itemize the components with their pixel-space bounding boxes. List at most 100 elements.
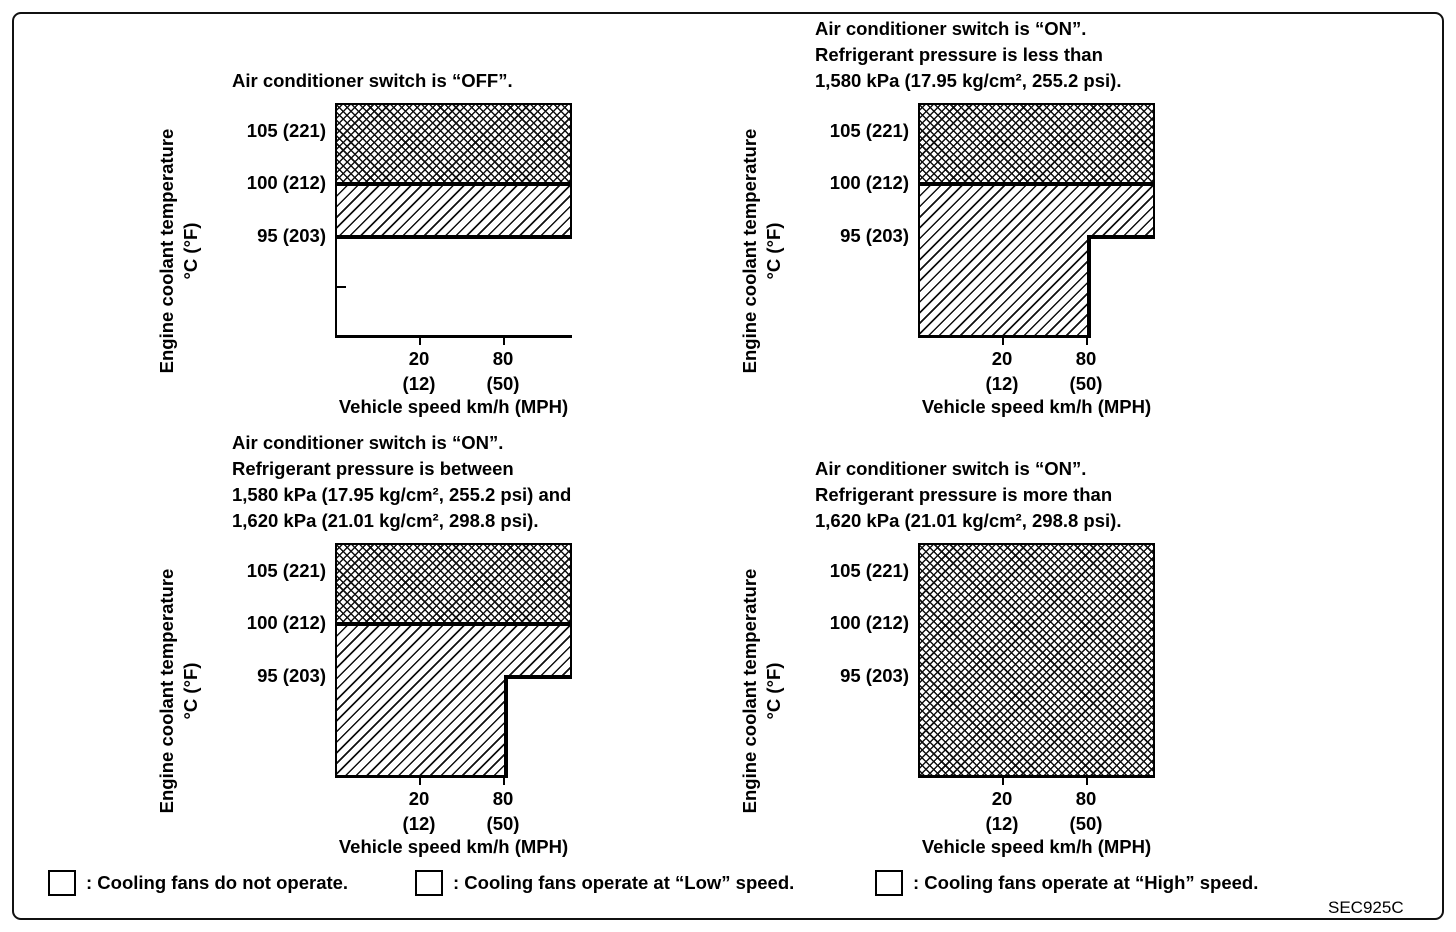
y-tick-mark-90 — [335, 286, 346, 288]
boundary-line-95-step — [504, 675, 572, 679]
y-axis-title: Engine coolant temperature °C (°F) — [738, 541, 788, 841]
y-tick-label-105: 105 (221) — [246, 560, 326, 581]
x-tick-kmh: 20 — [408, 348, 430, 369]
plot-right-edge — [570, 543, 572, 679]
y-tick-label-100: 100 (212) — [246, 612, 326, 633]
region-fans-high-speed — [335, 543, 572, 622]
x-axis-line — [918, 335, 1091, 338]
x-tick-mph: (12) — [402, 373, 436, 394]
chart-title: Air conditioner switch is “OFF”. — [232, 68, 692, 94]
legend-swatch-high-speed — [875, 870, 903, 896]
chart-title-line: 1,580 kPa (17.95 kg/cm², 255.2 psi). — [815, 70, 1122, 91]
x-tick-label-20: 20 (12) — [387, 786, 451, 836]
x-tick-mark-80 — [503, 338, 505, 345]
chart-ac-on-low-pressure: Air conditioner switch is “ON”. Refriger… — [739, 18, 1155, 417]
region-fans-low-speed — [918, 186, 1155, 338]
legend-item-fans-off: : Cooling fans do not operate. — [48, 869, 348, 897]
legend-label-fans-low: : Cooling fans operate at “Low” speed. — [453, 872, 795, 893]
legend-item-fans-high: : Cooling fans operate at “High” speed. — [875, 869, 1258, 897]
y-tick-label-100: 100 (212) — [829, 612, 909, 633]
legend-item-fans-low: : Cooling fans operate at “Low” speed. — [415, 869, 794, 897]
chart-title: Air conditioner switch is “ON”. Refriger… — [815, 456, 1275, 534]
x-tick-mark-20 — [1002, 778, 1004, 785]
plot-top-edge — [335, 543, 572, 545]
y-axis-line — [918, 543, 920, 778]
x-tick-mph: (12) — [985, 813, 1019, 834]
chart-title: Air conditioner switch is “ON”. Refriger… — [815, 16, 1275, 94]
y-tick-label-95: 95 (203) — [840, 225, 909, 246]
x-tick-kmh: 20 — [991, 788, 1013, 809]
x-tick-kmh: 80 — [1075, 348, 1097, 369]
x-tick-mph: (12) — [985, 373, 1019, 394]
plot-right-edge — [1153, 543, 1155, 778]
chart-title-line: Refrigerant pressure is between — [232, 458, 514, 479]
x-tick-mph: (12) — [402, 813, 436, 834]
boundary-line-100 — [335, 622, 572, 626]
y-axis-title: Engine coolant temperature °C (°F) — [738, 101, 788, 401]
x-axis-title: Vehicle speed km/h (MPH) — [338, 836, 569, 857]
x-tick-label-20: 20 (12) — [387, 346, 451, 396]
y-tick-label-100: 100 (212) — [246, 172, 326, 193]
chart-title-line: Air conditioner switch is “ON”. — [232, 432, 504, 453]
y-axis-title-line1: Engine coolant temperature — [156, 128, 177, 374]
x-tick-label-80: 80 (50) — [471, 786, 535, 836]
y-axis-title-line2: °C (°F) — [180, 222, 201, 280]
boundary-line-100 — [918, 182, 1155, 186]
x-tick-mph: (50) — [486, 373, 520, 394]
chart-ac-off: Air conditioner switch is “OFF”. Engine … — [156, 70, 572, 417]
x-axis-line — [918, 775, 1155, 778]
y-axis-title-line1: Engine coolant temperature — [156, 568, 177, 814]
x-tick-kmh: 20 — [991, 348, 1013, 369]
y-axis-line — [335, 103, 337, 338]
x-tick-mark-20 — [1002, 338, 1004, 345]
plot-top-edge — [918, 543, 1155, 545]
boundary-line-100 — [335, 182, 572, 186]
x-tick-mark-80 — [1086, 778, 1088, 785]
region-fans-high-speed — [918, 543, 1155, 778]
boundary-line-95 — [335, 235, 572, 239]
plot-right-edge — [570, 103, 572, 239]
x-tick-mark-20 — [419, 338, 421, 345]
plot-top-edge — [918, 103, 1155, 105]
x-tick-label-20: 20 (12) — [970, 786, 1034, 836]
x-axis-title: Vehicle speed km/h (MPH) — [921, 396, 1152, 417]
chart-title-line: Air conditioner switch is “OFF”. — [232, 70, 513, 91]
legend-swatch-no-operate — [48, 870, 76, 896]
y-tick-label-105: 105 (221) — [829, 560, 909, 581]
legend-label-fans-high: : Cooling fans operate at “High” speed. — [913, 872, 1259, 893]
region-fans-low-speed — [335, 186, 572, 235]
figure-code: SEC925C — [1328, 898, 1404, 917]
y-tick-label-95: 95 (203) — [840, 665, 909, 686]
figure-border — [12, 12, 1444, 920]
y-axis-title-line1: Engine coolant temperature — [739, 128, 760, 374]
x-tick-mark-80 — [1086, 338, 1088, 345]
region-fans-low-speed — [335, 626, 572, 778]
plot-area — [335, 103, 572, 345]
x-tick-label-80: 80 (50) — [1054, 346, 1118, 396]
x-axis-line — [335, 335, 572, 338]
legend-label-fans-off: : Cooling fans do not operate. — [86, 872, 349, 893]
chart-title-line: Refrigerant pressure is less than — [815, 44, 1103, 65]
y-tick-label-105: 105 (221) — [246, 120, 326, 141]
chart-title-line: 1,620 kPa (21.01 kg/cm², 298.8 psi). — [232, 510, 539, 531]
x-axis-title: Vehicle speed km/h (MPH) — [338, 396, 569, 417]
region-fans-high-speed — [335, 103, 572, 182]
x-tick-mark-80 — [503, 778, 505, 785]
y-axis-title-line2: °C (°F) — [763, 662, 784, 720]
x-tick-kmh: 80 — [1075, 788, 1097, 809]
x-tick-label-20: 20 (12) — [970, 346, 1034, 396]
chart-title: Air conditioner switch is “ON”. Refriger… — [232, 430, 692, 534]
plot-area — [918, 543, 1155, 785]
plot-area — [335, 543, 572, 785]
chart-title-line: 1,620 kPa (21.01 kg/cm², 298.8 psi). — [815, 510, 1122, 531]
chart-title-line: Air conditioner switch is “ON”. — [815, 458, 1087, 479]
y-tick-label-105: 105 (221) — [829, 120, 909, 141]
step-line-80kmh — [1087, 235, 1091, 338]
boundary-line-95-step — [1087, 235, 1155, 239]
x-tick-kmh: 80 — [492, 788, 514, 809]
x-axis-title: Vehicle speed km/h (MPH) — [921, 836, 1152, 857]
x-tick-mph: (50) — [1069, 813, 1103, 834]
x-tick-mph: (50) — [1069, 373, 1103, 394]
x-tick-kmh: 80 — [492, 348, 514, 369]
y-tick-label-100: 100 (212) — [829, 172, 909, 193]
